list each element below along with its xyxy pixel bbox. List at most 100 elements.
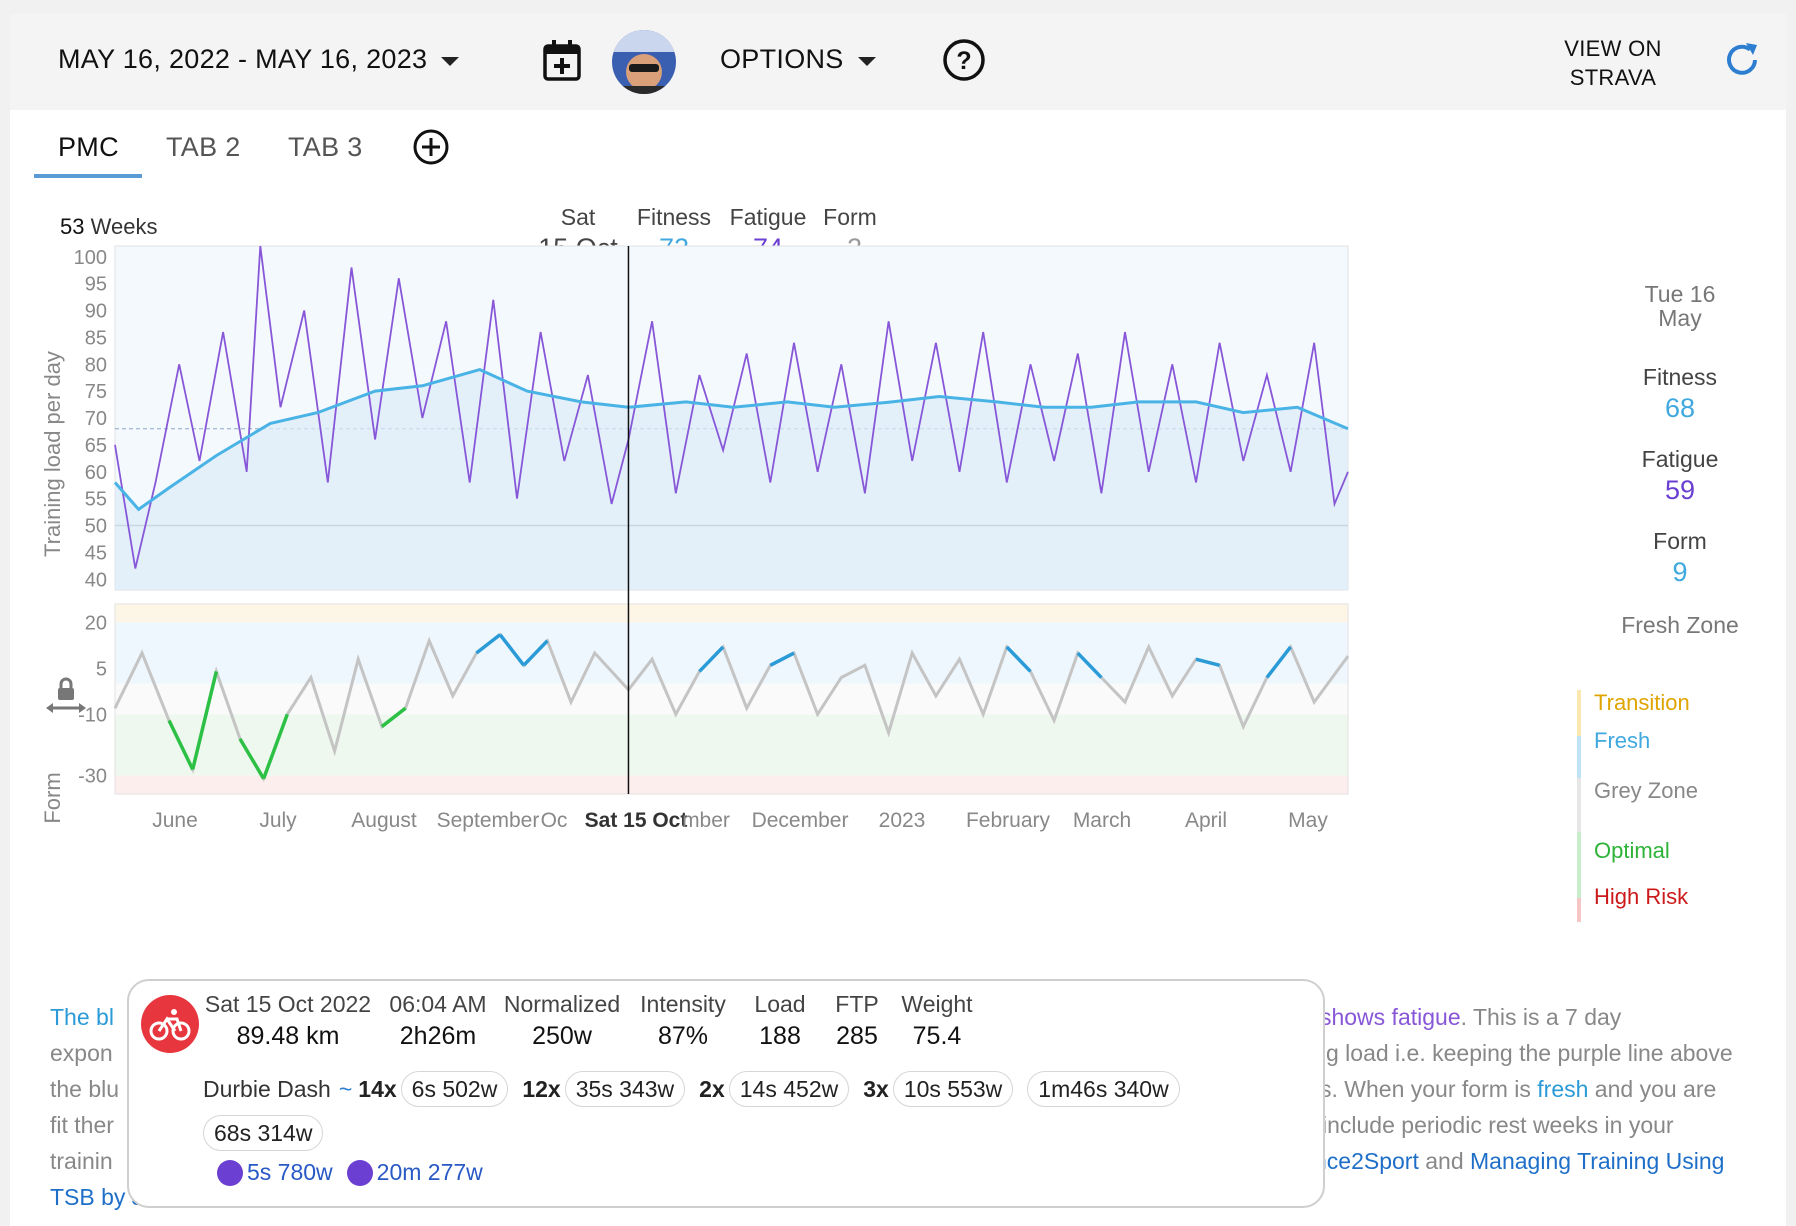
desc-link-science2sport[interactable]: nce2Sport [1314,1148,1419,1174]
resize-lock-icon[interactable] [44,676,88,720]
load-y-tick-label: 60 [85,462,107,484]
form-y-tick-label: -30 [78,766,107,788]
avatar[interactable] [612,30,676,94]
ride-name[interactable]: Durbie Dash [203,1076,331,1102]
interval-list: Durbie Dash ~14x 6s 502w 12x 35s 343w 2x 14s 4… [203,1067,1303,1155]
interval-chip: 68s 314w [203,1115,324,1151]
options-label: OPTIONS [720,44,844,74]
zone-optimal: Optimal [1594,838,1670,863]
refresh-icon[interactable] [1722,40,1762,80]
tab-pmc[interactable]: PMC [58,132,119,162]
active-tab-indicator [34,174,142,178]
popup-load-label: Load [754,991,806,1017]
side-fatigue-value: 59 [1664,475,1696,505]
desc-l3b: s. When your form is [1320,1076,1538,1102]
tab-2[interactable]: TAB 2 [166,132,241,162]
calendar-plus-icon[interactable] [542,38,582,82]
side-date-line1: Tue 16 [1644,281,1716,307]
side-fitness-label: Fitness [1642,364,1718,390]
interval-mult: 2x [699,1076,725,1102]
peak-20m[interactable]: 20m 277w [376,1159,483,1185]
view-on-strava-link[interactable]: VIEW ON STRAVA [1564,36,1662,90]
popup-weight-value: 75.4 [912,1022,962,1050]
pmc-chart[interactable]: Training load per day Form 1009590858075… [10,14,1786,954]
desc-l1c: . This is a 7 day [1460,1004,1622,1030]
bike-ride-icon [141,995,199,1053]
side-date-line2: May [1658,305,1702,331]
x-tick-label: December [752,809,849,832]
popup-duration: 2h26m [399,1022,477,1050]
tab-3[interactable]: TAB 3 [288,132,363,162]
weeks-count: 53 Weeks [60,214,157,240]
desc-l3d: and you are [1588,1076,1717,1102]
ride-tilde: ~ [338,1076,353,1102]
x-tick-label: September [437,809,540,832]
form-y-tick-label: 20 [85,612,107,634]
popup-load-value: 188 [759,1022,801,1050]
load-y-tick-label: 85 [85,327,107,349]
form-segment [769,651,795,667]
desc-l3a: the blu [50,1076,120,1102]
x-tick-label: May [1288,809,1328,832]
x-tick-label: mber [682,809,730,832]
peak-powers: 5s 780w 20m 277w [217,1159,483,1186]
form-segment [190,671,219,770]
zone-bar-optimal [1577,832,1581,898]
load-y-tick-label: 65 [85,435,107,457]
interval-chip: 14s 452w [728,1071,850,1107]
options-menu[interactable]: OPTIONS [720,44,876,75]
side-form-value: 9 [1672,557,1688,587]
load-y-tick-label: 45 [85,542,107,564]
side-form: Form 9 [1610,528,1750,588]
zone-grey: Grey Zone [1594,778,1698,803]
app-window: MAY 16, 2022 - MAY 16, 2023 OP [10,14,1786,1226]
interval-chip: 6s 502w [400,1071,509,1107]
popup-ftp: FTP 285 [827,991,887,1051]
form-segment [1265,645,1292,679]
hover-day: Sat [560,204,596,230]
date-range-label: MAY 16, 2022 - MAY 16, 2023 [58,44,428,74]
load-y-tick-label: 50 [85,516,107,538]
desc-l2b: g load i.e. keeping the purple line abov… [1326,1040,1733,1066]
x-tick-label: Sat 15 Oct [585,809,688,832]
form-segment [1005,645,1032,673]
lightning-icon [217,1159,243,1186]
side-fatigue: Fatigue 59 [1610,446,1750,506]
hover-fatigue-label: Fatigue [729,204,807,230]
side-fitness: Fitness 68 [1610,364,1750,424]
x-tick-label: August [351,809,417,832]
form-segment [167,719,195,771]
weeks-number: 53 [60,214,85,239]
peak-5s[interactable]: 5s 780w [247,1159,333,1185]
interval-mult: 12x [522,1076,561,1102]
date-range-selector[interactable]: MAY 16, 2022 - MAY 16, 2023 [58,44,460,75]
side-date: Tue 16 May [1610,282,1750,330]
fatigue-line [114,245,1349,569]
side-fatigue-label: Fatigue [1641,446,1719,472]
form-zone-band [115,622,1348,684]
popup-date: Sat 15 Oct 2022 89.48 km [201,991,375,1051]
add-tab-icon[interactable] [412,128,450,166]
form-segment [475,633,502,655]
zone-bar-high-risk [1577,898,1581,922]
form-zone-band [115,775,1348,794]
load-y-tick-label: 95 [85,274,107,296]
form-zone-band [115,604,1348,623]
popup-ftp-value: 285 [836,1022,878,1050]
hover-fitness-label: Fitness [636,204,712,230]
load-y-tick-label: 55 [85,489,107,511]
load-y-tick-label: 70 [85,408,107,430]
interval-chip: 10s 553w [892,1071,1014,1107]
popup-date-label: Sat 15 Oct 2022 [204,991,372,1017]
form-y-tick-label: 5 [96,658,107,680]
form-segment [1195,657,1221,667]
form-line [113,632,1350,783]
form-zone-band [115,714,1348,776]
zone-transition: Transition [1594,690,1690,715]
load-y-tick-label: 80 [85,354,107,376]
form-y-tick-label: -10 [78,704,107,726]
desc-l4b: include periodic rest weeks in your [1322,1112,1674,1138]
help-icon[interactable]: ? [942,38,986,82]
popup-ftp-label: FTP [835,991,879,1017]
desc-link-managing-training[interactable]: Managing Training Using [1470,1148,1725,1174]
